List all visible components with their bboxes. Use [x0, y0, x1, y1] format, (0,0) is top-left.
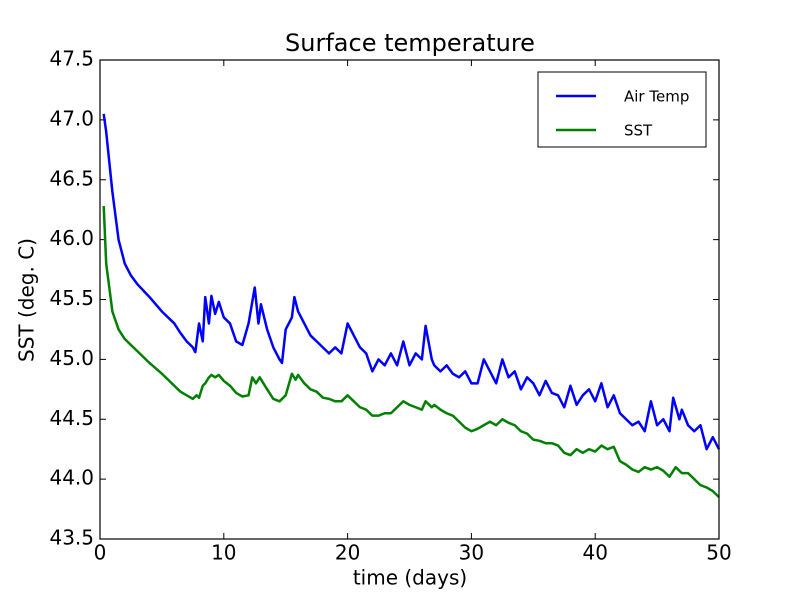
x-tick-label: 40: [582, 541, 607, 565]
y-tick-label: 46.5: [49, 166, 94, 190]
x-tick-label: 0: [94, 541, 107, 565]
legend: Air Temp SST: [537, 71, 707, 148]
x-tick-label: 50: [706, 541, 731, 565]
y-tick-label: 45.5: [49, 286, 94, 310]
y-axis-label: SST (deg. C): [15, 238, 39, 362]
legend-label: SST: [624, 122, 653, 140]
y-tick-label: 47.5: [49, 47, 94, 71]
y-tick-label: 44.5: [49, 406, 94, 430]
x-tick-label: 20: [335, 541, 360, 565]
y-tick-label: 47.0: [49, 106, 94, 130]
data-line: [102, 113, 721, 451]
y-tick-label: 44.0: [49, 466, 94, 490]
legend-box: [537, 71, 707, 148]
chart-title: Surface temperature: [285, 29, 535, 57]
y-tick-label: 45.0: [49, 346, 94, 370]
plot-frame: [99, 59, 720, 540]
data-line: [102, 206, 720, 498]
y-tick-label: 46.0: [49, 226, 94, 250]
y-tick-label: 43.5: [49, 526, 94, 550]
x-tick-label: 10: [211, 541, 236, 565]
legend-label: Air Temp: [624, 88, 689, 106]
x-tick-label: 30: [459, 541, 484, 565]
x-axis-label: time (days): [353, 566, 467, 590]
